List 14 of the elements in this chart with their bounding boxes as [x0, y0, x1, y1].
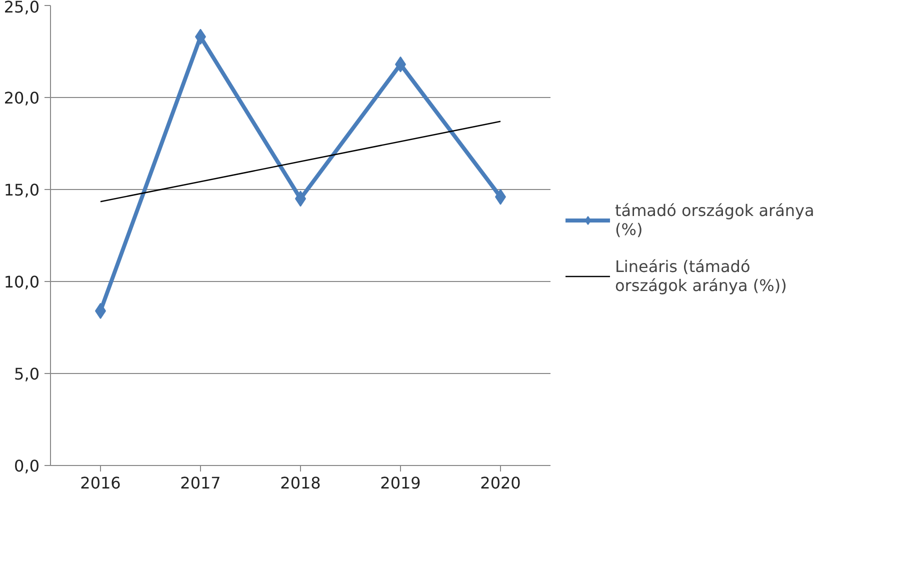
y-tick-label: 10,0	[4, 272, 40, 292]
line-series	[100, 120, 502, 202]
y-tick-label: 15,0	[4, 180, 40, 200]
y-tick-label: 0,0	[14, 456, 40, 476]
y-tick-label: 5,0	[14, 364, 40, 384]
legend-label: Lineáris (támadó országok aránya (%))	[615, 257, 787, 295]
x-tick-label: 2016	[80, 474, 121, 492]
x-tick-label: 2019	[380, 474, 421, 492]
y-tick-label: 25,0	[4, 0, 40, 16]
y-tick-label: 20,0	[4, 88, 40, 108]
legend-label: támadó országok aránya (%)	[615, 201, 814, 239]
x-tick-label: 2020	[480, 474, 521, 492]
x-tick-label: 2018	[280, 474, 321, 492]
x-tick-label: 2017	[180, 474, 221, 492]
